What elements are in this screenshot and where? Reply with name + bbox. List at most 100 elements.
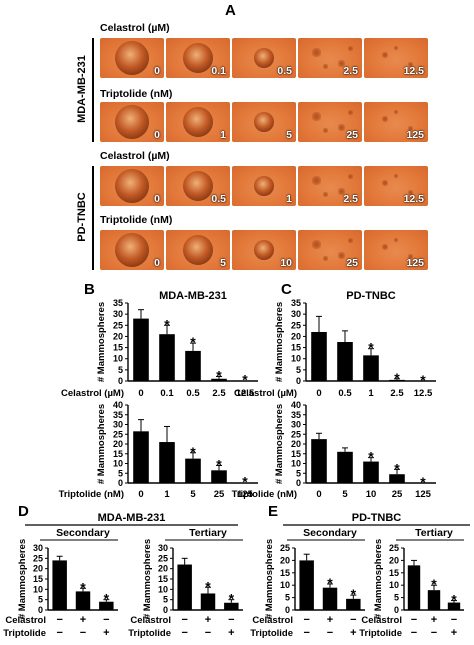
y-tick-label: 35 [113, 298, 123, 308]
x-axis-label: Celastrol (µM) [61, 388, 124, 399]
x-tick-label: 25 [392, 489, 403, 500]
mammosphere [115, 233, 149, 267]
y-tick-label: 15 [291, 343, 301, 353]
dose-label: 2.5 [343, 193, 358, 205]
y-tick-label: 20 [389, 555, 399, 565]
y-tick-label: 25 [158, 553, 168, 563]
y-tick-label: 15 [113, 449, 123, 459]
treatment-sign: − [431, 627, 437, 639]
bar [337, 342, 353, 381]
y-axis-label: # Mammospheres [274, 302, 285, 382]
x-tick-label: 1 [368, 388, 374, 399]
dose-label: 0 [154, 129, 160, 141]
bar [447, 602, 461, 610]
y-tick-label: 0 [296, 478, 301, 488]
y-tick-label: 15 [113, 343, 123, 353]
bar [427, 590, 441, 610]
bar [224, 602, 239, 610]
dose-label: 10 [280, 257, 292, 269]
treatment-sign: + [80, 614, 86, 626]
dose-label: 125 [406, 129, 424, 141]
y-tick-label: 0 [38, 605, 43, 615]
cell-clump [382, 52, 388, 58]
treatment-sign: − [451, 614, 457, 626]
x-tick-label: 0.5 [338, 388, 352, 399]
mammosphere [254, 240, 274, 260]
y-tick-label: 40 [113, 400, 123, 410]
panel-letter-b: B [84, 281, 95, 298]
dose-label: 0.5 [277, 65, 292, 77]
bar [185, 350, 201, 381]
y-tick-label: 5 [38, 595, 43, 605]
y-tick-label: 30 [291, 309, 301, 319]
dose-label: 1 [286, 193, 292, 205]
cell-clump [323, 192, 328, 197]
y-tick-label: 0 [163, 605, 168, 615]
micrograph-image: 0 [100, 166, 164, 206]
y-tick-label: 15 [389, 568, 399, 578]
y-tick-label: 10 [113, 354, 123, 364]
micrograph-image: 5 [166, 230, 230, 270]
y-tick-label: 20 [291, 331, 301, 341]
mammosphere [183, 43, 213, 73]
y-tick-label: 25 [113, 320, 123, 330]
dose-label: 12.5 [403, 65, 424, 77]
treatment-row-title: Celastrol (µM) [100, 22, 170, 34]
y-tick-label: 10 [280, 580, 290, 590]
treatment-sign: − [411, 614, 417, 626]
cell-line-bracket [92, 166, 94, 270]
significance-star: * [420, 372, 426, 388]
y-tick-label: 10 [33, 584, 43, 594]
significance-star: * [451, 592, 457, 608]
cell-clump [408, 62, 413, 67]
x-tick-label: 5 [342, 489, 348, 500]
group-title: MDA-MB-231 [98, 512, 166, 524]
y-tick-label: 30 [291, 420, 301, 430]
cell-clump [394, 238, 398, 242]
treatment-sign: + [228, 627, 234, 639]
y-tick-label: 25 [113, 429, 123, 439]
treatment-sign: + [205, 614, 211, 626]
dose-label: 0 [154, 193, 160, 205]
dose-label: 5 [286, 129, 292, 141]
significance-star: * [351, 586, 357, 602]
treatment-sign: − [303, 614, 309, 626]
chart-title: Tertiary [189, 527, 227, 539]
mammosphere [115, 105, 149, 139]
y-tick-label: 5 [118, 468, 123, 478]
y-tick-label: 20 [158, 564, 168, 574]
y-tick-label: 0 [118, 376, 123, 386]
y-tick-label: 0 [118, 478, 123, 488]
x-tick-label: 0.1 [160, 388, 174, 399]
cell-clump [323, 128, 328, 133]
y-tick-label: 35 [291, 410, 301, 420]
significance-star: * [216, 456, 222, 472]
micrograph-image: 12.5 [364, 38, 428, 78]
y-tick-label: 0 [296, 376, 301, 386]
cell-clump [312, 48, 321, 57]
x-tick-label: 0.5 [186, 388, 200, 399]
treatment-sign: − [411, 627, 417, 639]
micrograph-image: 125 [364, 230, 428, 270]
x-tick-label: 12.5 [236, 388, 255, 399]
y-tick-label: 15 [33, 574, 43, 584]
panel-letter-a: A [225, 2, 236, 19]
cell-clump [312, 240, 321, 249]
y-axis-label: # Mammospheres [274, 404, 285, 484]
y-axis-label: # Mammospheres [96, 302, 107, 382]
micrograph-image: 0 [100, 38, 164, 78]
cell-line-bracket [92, 38, 94, 142]
bar [237, 380, 253, 382]
group-title: PD-TNBC [352, 512, 402, 524]
micrograph-image: 0.1 [166, 38, 230, 78]
treatment-label: Triptolide [128, 628, 171, 639]
treatment-sign: − [103, 614, 109, 626]
treatment-sign: − [56, 614, 62, 626]
significance-star: * [431, 576, 437, 592]
dose-label: 0.5 [211, 193, 226, 205]
treatment-label: Triptolide [359, 628, 402, 639]
bar [75, 591, 91, 610]
dose-label: 25 [346, 129, 358, 141]
y-tick-label: 20 [113, 331, 123, 341]
y-axis-label: # Mammospheres [96, 404, 107, 484]
